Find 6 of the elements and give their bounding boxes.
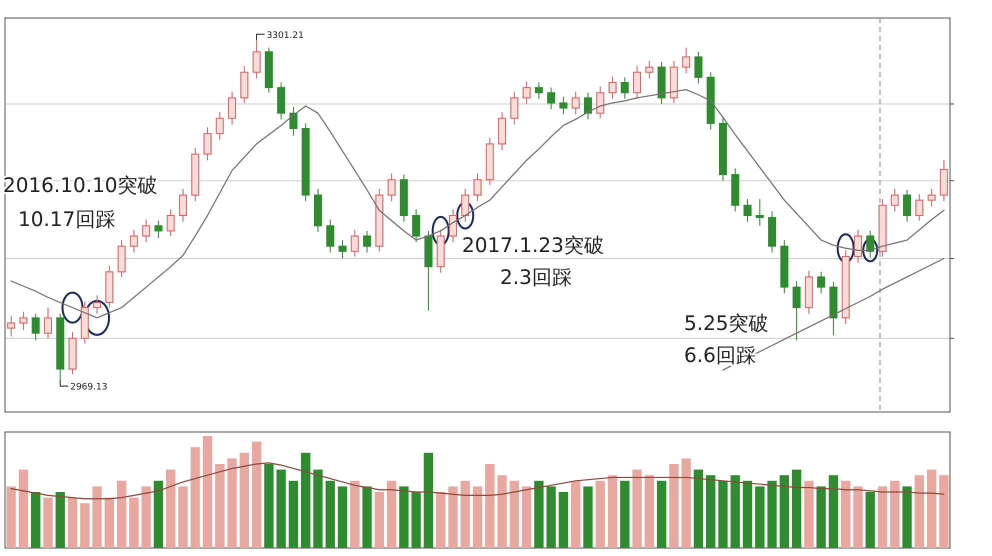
annotation: 2.3回踩 [500, 265, 572, 289]
annotation: 10.17回踩 [18, 207, 116, 231]
annotation: 3301.21 [266, 30, 304, 41]
annotation: 2969.13 [70, 382, 108, 393]
annotation: 2017.1.23突破 [462, 233, 604, 257]
annotation: 5.25突破 [684, 311, 769, 335]
